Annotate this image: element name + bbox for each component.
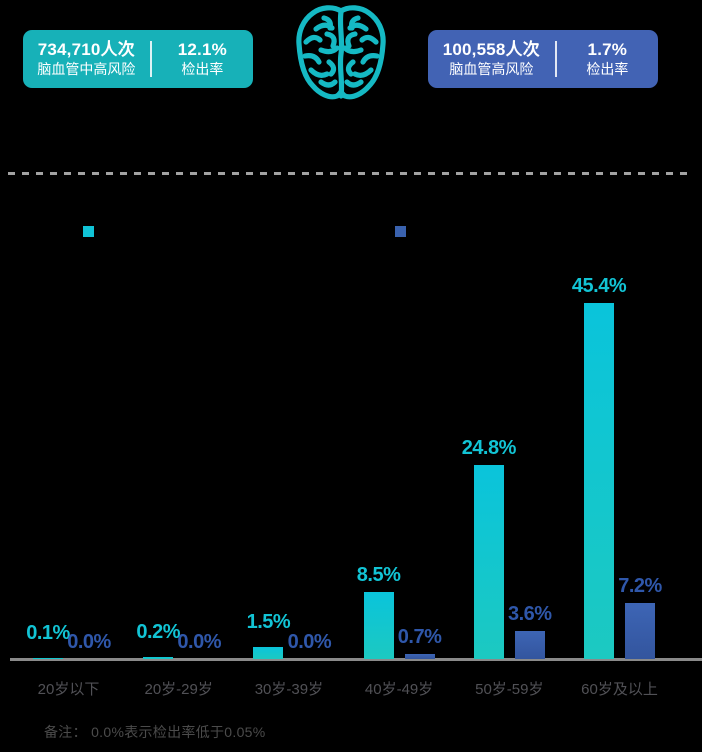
bar-high_risk-50岁-59岁 — [514, 630, 545, 659]
card-rate: 12.1% — [177, 39, 227, 59]
dashed-divider — [8, 172, 694, 175]
bar-value-label-mid_high_risk-20岁-29岁: 0.2% — [136, 621, 180, 644]
bar-high_risk-40岁-49岁 — [404, 653, 435, 659]
footnote: 备注： 0.0%表示检出率低于0.05% — [44, 724, 266, 740]
bar-mid_high_risk-50岁-59岁 — [473, 464, 504, 659]
bar-mid_high_risk-40岁-49岁 — [363, 592, 394, 659]
bar-value-label-high_risk-60岁及以上: 7.2% — [618, 574, 662, 597]
card-count: 100,558人次 — [442, 39, 540, 59]
card-mid-high-risk: 734,710人次 脑血管中高风险 12.1% 检出率 — [23, 30, 253, 88]
x-axis-label-40岁-49岁: 40岁-49岁 — [364, 681, 434, 698]
card-count: 734,710人次 — [37, 39, 135, 59]
card-rate-label: 检出率 — [586, 61, 629, 78]
card-divider — [554, 41, 557, 77]
card-count-block: 734,710人次 脑血管中高风险 — [23, 39, 150, 80]
x-axis-line — [10, 658, 702, 661]
x-axis-label-60岁及以上: 60岁及以上 — [581, 681, 658, 698]
legend-swatch-high-risk — [395, 226, 406, 237]
x-axis-label-50岁-59岁: 50岁-59岁 — [475, 681, 544, 698]
card-label: 脑血管高风险 — [449, 61, 534, 78]
bar-value-label-high_risk-20岁以下: 0.0% — [67, 631, 111, 653]
card-label: 脑血管中高风险 — [37, 61, 136, 78]
bar-value-label-high_risk-50岁-59岁: 3.6% — [508, 602, 552, 625]
card-rate-block: 12.1% 检出率 — [152, 39, 253, 80]
card-high-risk: 100,558人次 脑血管高风险 1.7% 检出率 — [428, 30, 658, 88]
bar-value-label-mid_high_risk-60岁及以上: 45.4% — [571, 275, 627, 298]
card-rate-block: 1.7% 检出率 — [557, 39, 658, 80]
bar-value-label-high_risk-30岁-39岁: 0.0% — [287, 631, 332, 653]
bar-mid_high_risk-20岁-29岁 — [143, 657, 174, 659]
bar-value-label-mid_high_risk-40岁-49岁: 8.5% — [356, 564, 401, 587]
card-count-block: 100,558人次 脑血管高风险 — [428, 39, 555, 80]
bar-value-label-high_risk-20岁-29岁: 0.0% — [177, 631, 221, 653]
bar-value-label-mid_high_risk-20岁以下: 0.1% — [26, 621, 70, 644]
x-axis-label-30岁-39岁: 30岁-39岁 — [254, 681, 324, 698]
card-rate-label: 检出率 — [181, 61, 224, 78]
bar-mid_high_risk-60岁及以上 — [584, 303, 614, 659]
brain-icon — [296, 5, 386, 100]
x-axis-label-20岁以下: 20岁以下 — [37, 681, 100, 698]
bar-value-label-high_risk-40岁-49岁: 0.7% — [397, 625, 442, 648]
bar-mid_high_risk-30岁-39岁 — [253, 647, 284, 659]
bar-high_risk-60岁及以上 — [625, 602, 655, 659]
card-divider — [149, 41, 152, 77]
bar-value-label-mid_high_risk-30岁-39岁: 1.5% — [246, 611, 291, 634]
bar-mid_high_risk-20岁以下 — [33, 657, 63, 659]
legend-swatch-mid-high-risk — [83, 226, 94, 237]
bar-value-label-mid_high_risk-50岁-59岁: 24.8% — [461, 436, 517, 459]
card-rate: 1.7% — [587, 39, 628, 59]
x-axis-label-20岁-29岁: 20岁-29岁 — [144, 681, 213, 698]
